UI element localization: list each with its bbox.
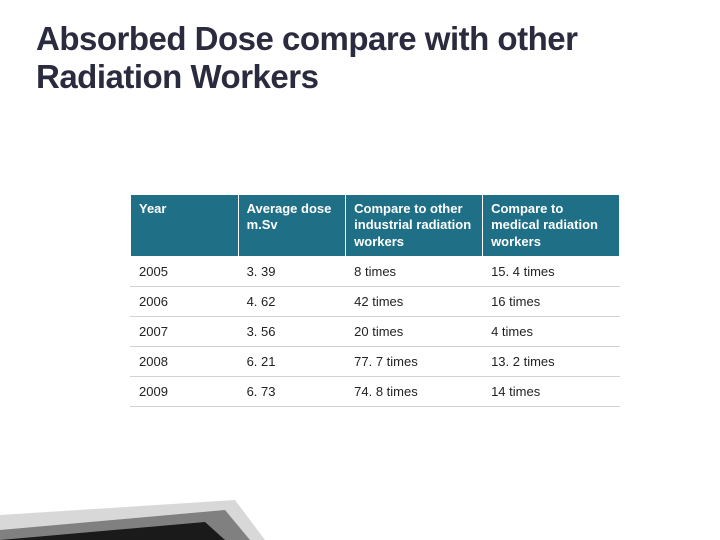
cell-compare-industrial: 74. 8 times xyxy=(346,376,483,406)
cell-year: 2008 xyxy=(131,346,239,376)
col-header-year: Year xyxy=(131,195,239,257)
cell-compare-medical: 16 times xyxy=(483,286,620,316)
cell-year: 2009 xyxy=(131,376,239,406)
cell-compare-medical: 15. 4 times xyxy=(483,256,620,286)
cell-avg-dose: 6. 21 xyxy=(238,346,346,376)
table-container: Year Average dose m.Sv Compare to other … xyxy=(130,194,620,407)
cell-compare-industrial: 42 times xyxy=(346,286,483,316)
slide-title: Absorbed Dose compare with other Radiati… xyxy=(36,20,684,96)
cell-compare-medical: 13. 2 times xyxy=(483,346,620,376)
table-row: 2007 3. 56 20 times 4 times xyxy=(131,316,620,346)
cell-compare-industrial: 8 times xyxy=(346,256,483,286)
table-row: 2005 3. 39 8 times 15. 4 times xyxy=(131,256,620,286)
table-row: 2008 6. 21 77. 7 times 13. 2 times xyxy=(131,346,620,376)
table-row: 2009 6. 73 74. 8 times 14 times xyxy=(131,376,620,406)
cell-avg-dose: 3. 56 xyxy=(238,316,346,346)
table-row: 2006 4. 62 42 times 16 times xyxy=(131,286,620,316)
dose-table: Year Average dose m.Sv Compare to other … xyxy=(130,194,620,407)
corner-decoration xyxy=(0,400,300,540)
cell-compare-medical: 4 times xyxy=(483,316,620,346)
cell-avg-dose: 4. 62 xyxy=(238,286,346,316)
cell-year: 2006 xyxy=(131,286,239,316)
cell-year: 2005 xyxy=(131,256,239,286)
col-header-compare-medical: Compare to medical radiation workers xyxy=(483,195,620,257)
cell-year: 2007 xyxy=(131,316,239,346)
cell-avg-dose: 3. 39 xyxy=(238,256,346,286)
slide: Absorbed Dose compare with other Radiati… xyxy=(0,0,720,540)
col-header-avg-dose: Average dose m.Sv xyxy=(238,195,346,257)
col-header-compare-industrial: Compare to other industrial radiation wo… xyxy=(346,195,483,257)
cell-compare-medical: 14 times xyxy=(483,376,620,406)
table-header-row: Year Average dose m.Sv Compare to other … xyxy=(131,195,620,257)
cell-compare-industrial: 77. 7 times xyxy=(346,346,483,376)
cell-compare-industrial: 20 times xyxy=(346,316,483,346)
cell-avg-dose: 6. 73 xyxy=(238,376,346,406)
